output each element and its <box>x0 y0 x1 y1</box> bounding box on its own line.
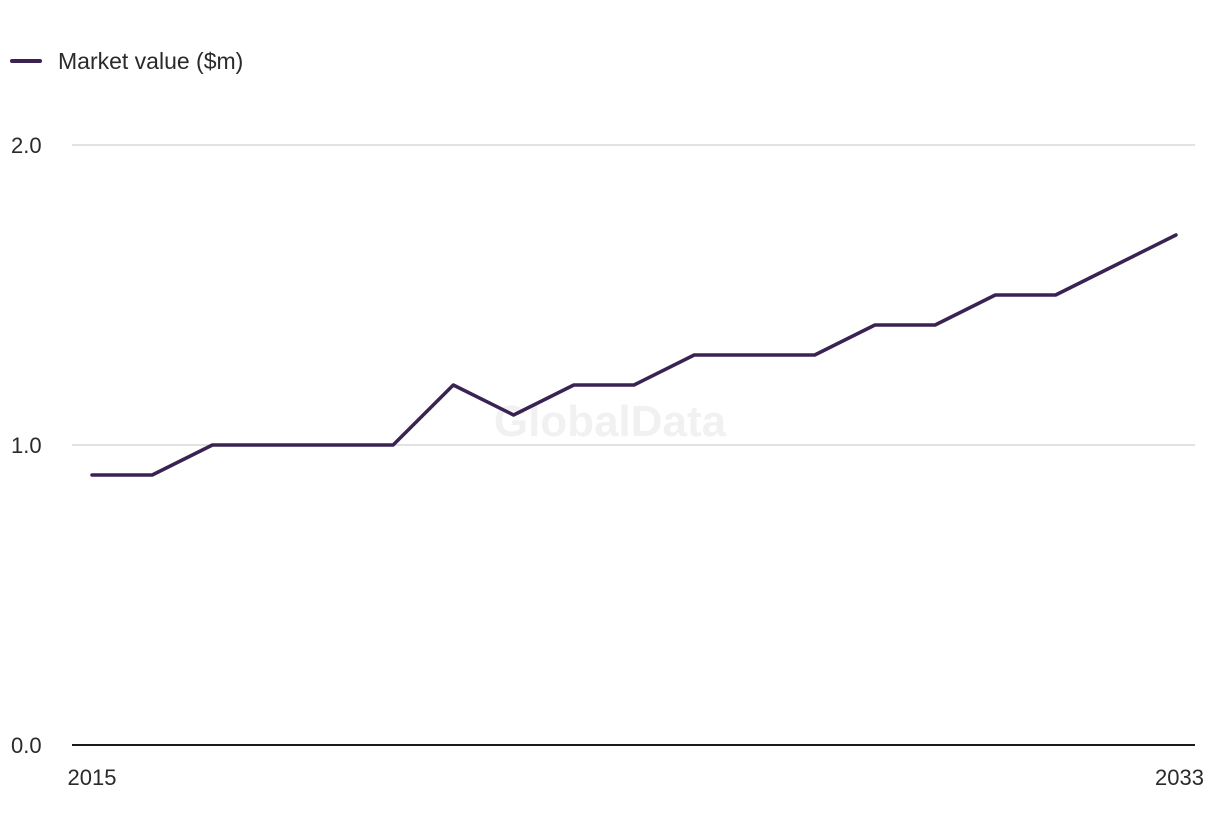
series-line <box>90 233 1178 477</box>
x-axis-ticks: 2015 2033 <box>68 765 1204 790</box>
series-layer <box>90 233 1178 477</box>
x-tick-label: 2015 <box>68 765 117 790</box>
x-tick-label: 2033 <box>1155 765 1204 790</box>
y-tick-label: 1.0 <box>11 433 42 458</box>
y-tick-label: 2.0 <box>11 133 42 158</box>
y-tick-label: 0.0 <box>11 733 42 758</box>
legend-swatch <box>10 59 42 63</box>
y-axis-ticks: 0.0 1.0 2.0 <box>11 133 42 758</box>
legend-label: Market value ($m) <box>58 47 244 74</box>
legend: Market value ($m) <box>10 46 243 76</box>
watermark: GlobalData <box>494 397 727 446</box>
